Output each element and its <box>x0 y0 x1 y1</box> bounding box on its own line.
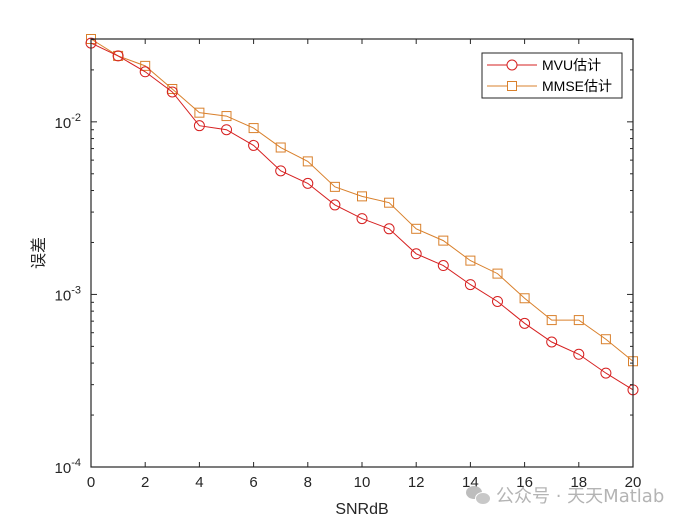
data-point <box>600 367 612 379</box>
data-point <box>193 120 205 132</box>
data-point <box>302 177 314 189</box>
data-point <box>356 213 368 225</box>
data-point <box>573 348 585 360</box>
legend-circle-icon <box>506 59 518 71</box>
y-axis-ticks: 10-2 10-3 10-4 <box>55 38 633 477</box>
data-point <box>221 124 232 136</box>
data-point <box>166 86 178 98</box>
x-tick-label: 18 <box>570 474 587 491</box>
data-point <box>275 165 287 177</box>
data-point <box>194 107 205 118</box>
x-tick-label: 20 <box>625 474 642 491</box>
x-axis-label: SNRdB <box>335 501 388 518</box>
x-tick-label: 10 <box>354 474 371 491</box>
data-point <box>384 197 395 208</box>
data-point <box>248 123 259 134</box>
x-axis-ticks: 0 2 4 6 8 10 12 14 16 18 20 <box>87 39 642 491</box>
y-tick-label: 10-2 <box>55 112 81 132</box>
data-point <box>438 235 449 246</box>
x-tick-label: 6 <box>249 474 257 491</box>
watermark-text: 公众号 · 天天Matlab <box>496 486 665 507</box>
data-point <box>112 50 124 62</box>
data-point <box>302 156 313 167</box>
data-point <box>140 60 151 71</box>
data-point <box>600 334 611 345</box>
data-point <box>221 111 232 122</box>
legend-label: MVU估计 <box>542 57 601 73</box>
legend-square-icon <box>507 81 517 91</box>
data-point <box>573 315 584 326</box>
data-point <box>546 336 558 348</box>
x-tick-label: 16 <box>516 474 533 491</box>
legend: MVU估计 MMSE估计 <box>481 52 623 99</box>
y-axis-label: 误差 <box>30 237 48 269</box>
data-point <box>437 260 449 272</box>
data-point <box>464 279 476 291</box>
data-point <box>383 223 395 235</box>
x-tick-label: 0 <box>87 474 95 491</box>
watermark: 公众号 · 天天Matlab <box>466 482 664 508</box>
series-circle <box>85 37 639 396</box>
x-tick-label: 12 <box>408 474 425 491</box>
y-tick-label: 10-4 <box>55 457 81 477</box>
data-point <box>519 293 530 304</box>
y-tick-label: 10-3 <box>55 284 81 304</box>
data-point <box>546 315 557 326</box>
data-point <box>411 223 422 234</box>
x-tick-label: 2 <box>141 474 149 491</box>
x-tick-label: 8 <box>304 474 312 491</box>
plot-area <box>85 34 639 396</box>
data-point <box>329 181 340 192</box>
wechat-icon <box>466 485 491 505</box>
data-point <box>492 295 503 307</box>
data-point <box>248 139 260 151</box>
data-point <box>519 317 531 329</box>
data-point <box>329 199 341 211</box>
data-point <box>139 66 151 78</box>
data-point <box>465 255 476 266</box>
data-point <box>275 142 286 153</box>
legend-label: MMSE估计 <box>542 78 612 94</box>
data-point <box>357 191 367 202</box>
data-point <box>492 268 503 279</box>
data-point <box>410 248 422 260</box>
x-tick-label: 4 <box>195 474 203 491</box>
